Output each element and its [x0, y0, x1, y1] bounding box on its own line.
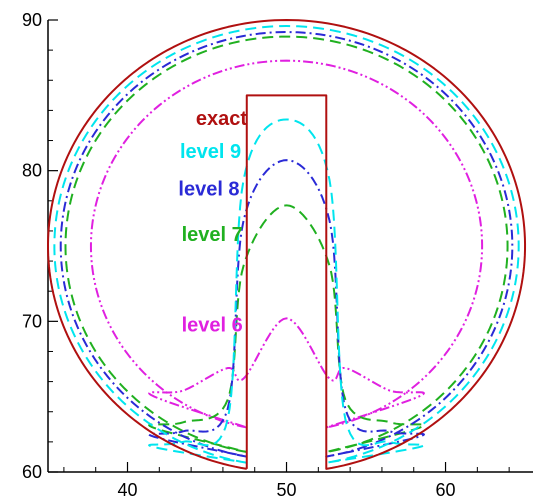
series-label-level-9: level 9 [180, 141, 241, 163]
series-label-level-8: level 8 [178, 179, 239, 201]
x-tick-label: 40 [117, 480, 137, 500]
x-tick-label: 50 [277, 480, 297, 500]
y-tick-label: 80 [22, 161, 42, 181]
series-group [47, 19, 527, 470]
series-line-level-6 [89, 59, 484, 429]
series-labels: exact level 9 level 8 level 7 level 6 [178, 108, 247, 336]
series-label-level-7: level 7 [182, 224, 243, 246]
series-label-exact: exact [196, 108, 247, 130]
x-tick-label: 60 [436, 480, 456, 500]
y-tick-label: 60 [22, 462, 42, 482]
series-line-level-9 [53, 25, 520, 464]
series-label-level-6: level 6 [182, 314, 243, 336]
axes [47, 20, 533, 473]
y-tick-label: 90 [22, 10, 42, 30]
series-line-exact [47, 19, 527, 470]
ticks: 40 50 60 60 70 80 90 [22, 10, 510, 500]
series-line-level-7 [64, 35, 509, 454]
series-line-level-8 [59, 31, 514, 458]
y-tick-label: 70 [22, 311, 42, 331]
